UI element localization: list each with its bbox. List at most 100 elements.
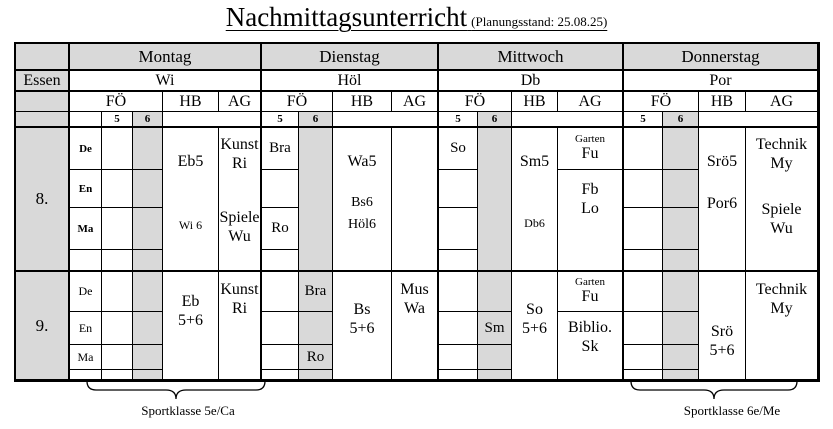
- entry-label: Db6: [524, 216, 545, 230]
- entry-label: Garten: [575, 276, 605, 289]
- die9-foe6-de: Bra: [299, 272, 333, 312]
- empty-slot-cell: [262, 312, 299, 345]
- empty-cell: [163, 112, 262, 128]
- entry-label: Wa5: [347, 153, 377, 170]
- mon9-ag-cell: Kunst Ri: [219, 272, 262, 380]
- empty-slot-cell: [133, 370, 163, 380]
- empty-slot-cell: [102, 312, 133, 345]
- empty-slot-cell: [439, 370, 478, 380]
- don8-hb-cell: Srö5 Por6: [699, 128, 746, 272]
- die9-ag-cell: Mus Wa: [392, 272, 439, 380]
- mon9-hb-cell: Eb 5+6: [163, 272, 219, 380]
- left-brace: [86, 380, 266, 400]
- empty-slot-cell: [439, 208, 478, 250]
- die8-foe5-de: Bra: [262, 128, 299, 170]
- empty-slot-cell: [663, 272, 699, 312]
- empty-slot-cell: [624, 170, 663, 208]
- mit8-foe5-de: So: [439, 128, 478, 170]
- empty-slot-cell: [262, 370, 299, 380]
- grade-9-label: 9.: [16, 272, 70, 380]
- entry-label: Technik My: [755, 281, 808, 317]
- mon8-ag-cell: Kunst Ri Spiele Wu: [219, 128, 262, 272]
- empty-slot-cell: [102, 208, 133, 250]
- empty-slot-cell: [133, 272, 163, 312]
- mon-foe-header: FÖ: [70, 92, 163, 112]
- empty-slot-cell: [624, 345, 663, 370]
- empty-cell: [699, 112, 818, 128]
- entry-label: Kunst Ri: [220, 281, 259, 317]
- g9-subject-de: De: [70, 272, 102, 312]
- empty-cell: [16, 112, 70, 128]
- empty-slot-cell: [102, 128, 133, 170]
- mit9-hb-cell: So 5+6: [512, 272, 558, 380]
- empty-cell: [333, 112, 439, 128]
- entry-label: Eb5: [177, 153, 204, 170]
- empty-cell: [70, 250, 102, 272]
- entry-label: Spiele Wu: [219, 209, 260, 245]
- essen-montag: Wi: [70, 71, 262, 92]
- empty-cell: [70, 370, 102, 380]
- die9-foe6-ma: Ro: [299, 345, 333, 370]
- empty-slot-cell: [663, 250, 699, 272]
- timetable: Montag Dienstag Mittwoch Donnerstag Esse…: [14, 42, 820, 382]
- empty-slot-cell: [439, 250, 478, 272]
- empty-slot-cell: [262, 345, 299, 370]
- entry-label: Sm5: [519, 153, 550, 170]
- empty-slot-cell: [262, 250, 299, 272]
- mit-group6-header: 6: [478, 112, 512, 128]
- don-hb-header: HB: [699, 92, 746, 112]
- day-header-donnerstag: Donnerstag: [624, 44, 818, 71]
- empty-slot-cell: [133, 345, 163, 370]
- mit9-ag-garten-cell: Garten Fu: [558, 272, 624, 312]
- entry-label: Srö 5+6: [709, 323, 735, 359]
- g9-subject-ma: Ma: [70, 345, 102, 370]
- empty-slot-cell: [439, 272, 478, 312]
- empty-slot-cell: [478, 370, 512, 380]
- don-group5-header: 5: [624, 112, 663, 128]
- die-group5-header: 5: [262, 112, 299, 128]
- don-foe-header: FÖ: [624, 92, 699, 112]
- entry-label: Fb Lo: [581, 181, 599, 217]
- title-status: (Planungsstand: 25.08.25): [471, 14, 608, 29]
- entry-label: Mus Wa: [400, 281, 429, 317]
- empty-slot-cell: [102, 170, 133, 208]
- empty-slot-cell: [663, 312, 699, 345]
- entry-label: Garten: [575, 133, 605, 146]
- empty-slot-cell: [299, 128, 333, 272]
- day-header-dienstag: Dienstag: [262, 44, 439, 71]
- empty-slot-cell: [478, 345, 512, 370]
- die8-ag-cell: [392, 128, 439, 272]
- g9-subject-en: En: [70, 312, 102, 345]
- empty-slot-cell: [663, 170, 699, 208]
- mit-ag-header: AG: [558, 92, 624, 112]
- mit8-ag-cell: Fb Lo: [558, 170, 624, 272]
- die-ag-header: AG: [392, 92, 439, 112]
- entry-label: Fu: [581, 144, 599, 162]
- empty-slot-cell: [102, 345, 133, 370]
- day-header-montag: Montag: [70, 44, 262, 71]
- entry-label: Kunst Ri: [220, 136, 259, 172]
- die8-hb-cell: Wa5 Bs6 Höl6: [333, 128, 392, 272]
- mon8-hb-cell: Eb5 Wi 6: [163, 128, 219, 272]
- entry-label: So 5+6: [521, 301, 548, 337]
- mit9-ag-cell: Biblio. Sk: [558, 312, 624, 380]
- page-title: Nachmittagsunterricht (Planungsstand: 25…: [0, 2, 833, 33]
- entry-label: Wi 6: [178, 218, 203, 232]
- empty-slot-cell: [439, 312, 478, 345]
- empty-cell: [512, 112, 624, 128]
- empty-slot-cell: [133, 312, 163, 345]
- g8-subject-ma: Ma: [70, 208, 102, 250]
- empty-slot-cell: [102, 370, 133, 380]
- empty-slot-cell: [663, 345, 699, 370]
- empty-cell: [70, 112, 102, 128]
- die-foe-header: FÖ: [262, 92, 333, 112]
- g8-subject-de: De: [70, 128, 102, 170]
- right-brace-caption: Sportklasse 6e/Me: [683, 403, 781, 418]
- empty-slot-cell: [663, 128, 699, 170]
- empty-slot-cell: [624, 128, 663, 170]
- entry-label: Srö5: [706, 153, 738, 170]
- die8-foe5-ma: Ro: [262, 208, 299, 250]
- empty-slot-cell: [439, 170, 478, 208]
- grade-8-label: 8.: [16, 128, 70, 272]
